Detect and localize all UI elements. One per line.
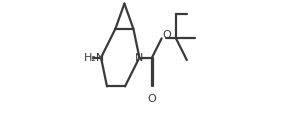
Text: H₂N: H₂N — [84, 53, 106, 63]
Text: N: N — [135, 53, 144, 63]
Text: O: O — [162, 30, 171, 40]
Text: O: O — [148, 94, 156, 104]
